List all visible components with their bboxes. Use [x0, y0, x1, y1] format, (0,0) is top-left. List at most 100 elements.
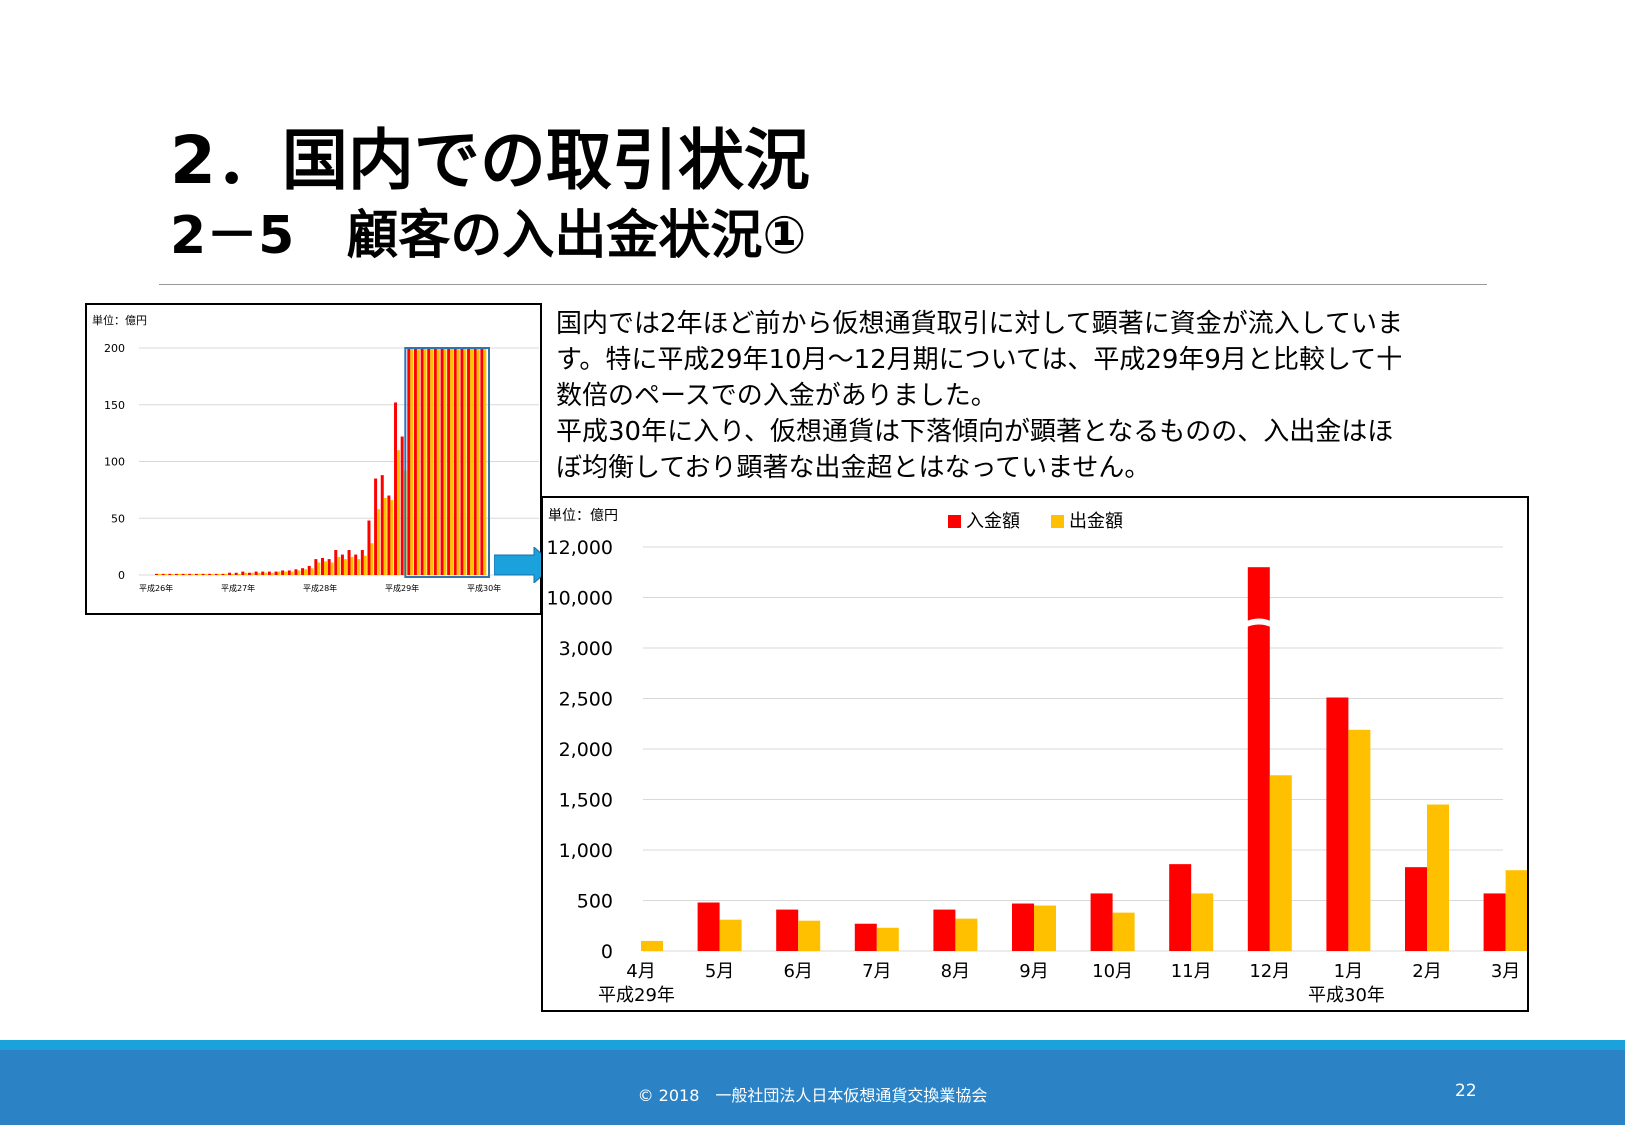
y-tick-label: 10,000: [547, 588, 613, 610]
bar: [221, 573, 225, 575]
bar: [1112, 912, 1135, 951]
bar: [343, 559, 347, 575]
bar: [194, 573, 198, 575]
bar: [197, 573, 201, 575]
bar: [798, 920, 821, 951]
bar: [430, 348, 434, 575]
x-tick-label: 平成28年: [303, 583, 337, 593]
bar: [257, 572, 261, 575]
y-tick-label: 1,000: [559, 840, 613, 862]
bar: [301, 568, 305, 575]
bar: [427, 348, 431, 575]
bar: [267, 571, 271, 575]
bar: [467, 348, 471, 575]
bar: [270, 572, 274, 575]
bar: [380, 475, 384, 575]
unit-label: 単位：億円: [92, 313, 147, 327]
bar: [413, 348, 417, 575]
bar: [247, 572, 251, 575]
bar: [473, 348, 477, 575]
x-tick-label: 10月: [1092, 961, 1133, 982]
bar: [407, 348, 411, 575]
x-tick-label: 1月: [1334, 961, 1363, 982]
overview-chart: 単位：億円 0 50 100 150 200 平成26年 平成27年 平成28年 平成29年 平成3…: [85, 303, 542, 615]
bar: [1191, 893, 1214, 951]
bar: [254, 571, 258, 575]
bar: [191, 573, 195, 575]
bar: [228, 572, 232, 575]
bar: [641, 940, 663, 951]
y-tick-label: 100: [104, 456, 125, 469]
bar: [168, 573, 172, 575]
bar: [244, 572, 248, 575]
bar: [241, 571, 245, 575]
bar: [876, 927, 899, 951]
detail-chart-svg: 単位：億円 0 500 1,000 1,500 2,000 2,500 3,000 10,000…: [547, 508, 1528, 1006]
bar: [776, 909, 799, 951]
bar: [854, 923, 877, 951]
bar: [234, 572, 238, 575]
bar: [354, 554, 358, 575]
bar: [281, 570, 285, 575]
bar: [397, 450, 401, 575]
bar: [164, 573, 168, 575]
bar: [184, 573, 188, 575]
bar: [933, 909, 956, 951]
bar: [367, 520, 371, 575]
bar: [297, 570, 301, 575]
bar: [1090, 893, 1113, 951]
y-tick-label: 12,000: [547, 537, 613, 559]
y-tick-label: 0: [601, 941, 613, 963]
x-tick-label: 平成26年: [139, 583, 173, 593]
bar: [317, 562, 321, 575]
x-tick-label: 7月: [862, 961, 891, 982]
bar: [330, 562, 334, 575]
bar: [460, 348, 464, 575]
bar: [224, 573, 228, 575]
bar: [443, 348, 447, 575]
bar: [294, 569, 298, 575]
x-group-label: 平成30年: [1308, 985, 1385, 1006]
y-tick-label: 150: [104, 399, 125, 412]
overview-chart-svg: 単位：億円 0 50 100 150 200 平成26年 平成27年 平成28年 平成29年 平成3…: [92, 313, 539, 593]
bar: [250, 572, 254, 575]
bar: [470, 348, 474, 575]
bar: [284, 571, 288, 575]
bar: [181, 573, 185, 575]
bar: [390, 500, 394, 575]
bar: [334, 550, 338, 575]
bar: [337, 556, 341, 575]
bar: [310, 568, 314, 575]
bar: [177, 573, 181, 575]
bar: [323, 561, 327, 575]
x-tick-label: 9月: [1019, 961, 1048, 982]
description-line: 数倍のペースでの入金がありました。: [556, 381, 997, 411]
bar: [1348, 729, 1371, 951]
bar: [363, 555, 367, 575]
footer-bar: [0, 1050, 1625, 1125]
bar: [374, 478, 378, 575]
bar: [440, 348, 444, 575]
legend-label: 入金額: [966, 511, 1020, 532]
bar: [208, 573, 212, 575]
description-line: す。特に平成29年10月～12月期については、平成29年9月と比較して十: [556, 345, 1403, 375]
bar: [350, 556, 354, 575]
bar: [1012, 903, 1034, 951]
x-tick-label: 8月: [941, 961, 970, 982]
bar: [1247, 567, 1270, 951]
bar: [400, 436, 404, 575]
bar: [290, 571, 294, 575]
bar: [423, 348, 427, 575]
bar: [201, 573, 205, 575]
bar: [274, 571, 278, 575]
bar: [214, 573, 218, 575]
bar: [161, 573, 165, 575]
x-tick-label: 12月: [1249, 961, 1290, 982]
bar: [447, 348, 451, 575]
bar: [264, 572, 268, 575]
bar: [188, 573, 192, 575]
unit-label: 単位：億円: [548, 508, 618, 524]
y-tick-label: 0: [118, 569, 125, 582]
footer-stripe: [0, 1040, 1625, 1050]
bar: [360, 550, 364, 575]
